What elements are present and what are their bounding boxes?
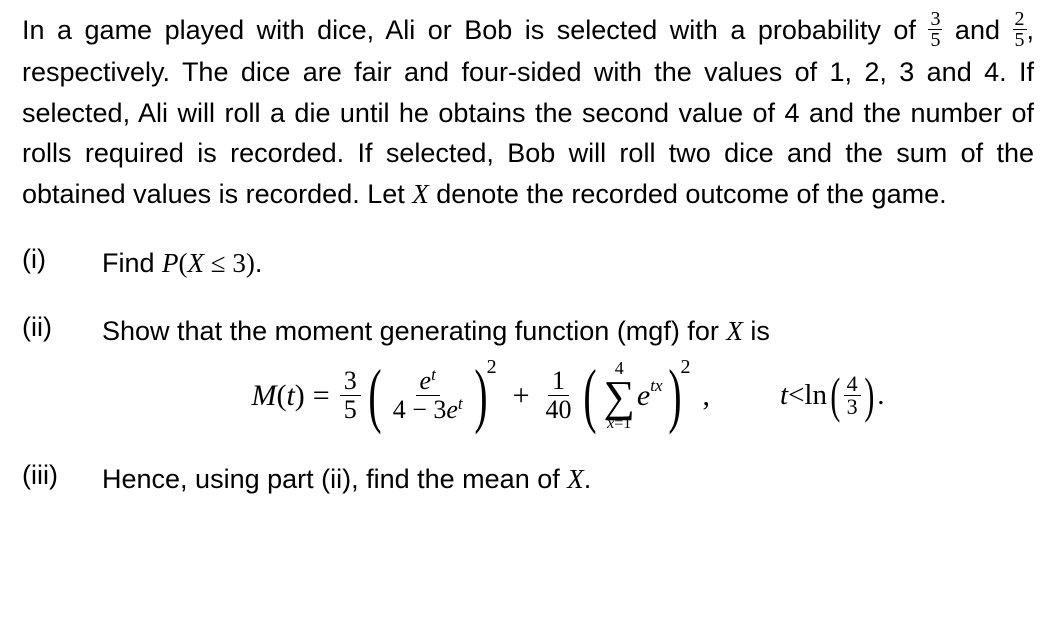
fraction-3-5: 3 5	[340, 367, 361, 424]
mgf-formula: M(t) = 3 5 (( et 4 − 3et	[251, 359, 710, 433]
part-text: Find	[102, 248, 162, 278]
problem-text: In a game played with dice, Ali or Bob i…	[22, 15, 928, 45]
part-label: (iii)	[22, 460, 102, 491]
period: .	[584, 464, 592, 494]
fraction-term1: et 4 − 3et	[389, 367, 467, 424]
part-iii: (iii) Hence, using part (ii), find the m…	[22, 460, 1034, 499]
mgf-condition: t < ln (( 4 3 )) .	[780, 373, 885, 418]
exponent-2: 2	[487, 353, 497, 382]
variable-x: X	[567, 464, 584, 494]
part-body: Hence, using part (ii), find the mean of…	[102, 460, 1034, 499]
variable-x: X	[412, 179, 429, 209]
math-expression: P(X ≤ 3)	[162, 248, 255, 278]
problem-statement: In a game played with dice, Ali or Bob i…	[22, 10, 1034, 214]
problem-text: denote the recorded outcome of the game.	[429, 179, 947, 209]
part-text: is	[743, 316, 770, 346]
fraction-2-5: 25	[1013, 9, 1027, 50]
fraction-1-40: 1 40	[542, 367, 576, 424]
part-ii: (ii) Show that the moment generating fun…	[22, 312, 1034, 433]
period: .	[255, 248, 263, 278]
comma: ,	[703, 374, 711, 418]
part-label: (i)	[22, 244, 102, 275]
part-i: (i) Find P(X ≤ 3).	[22, 244, 1034, 283]
exponent-2: 2	[681, 353, 691, 382]
formula-row: M(t) = 3 5 (( et 4 − 3et	[102, 359, 1034, 433]
part-label: (ii)	[22, 312, 102, 343]
big-paren-sum-term: (( 4 ∑ x=1 etx ))	[578, 359, 687, 433]
parts-list: (i) Find P(X ≤ 3). (ii) Show that the mo…	[22, 244, 1034, 499]
fraction-3-5: 35	[928, 9, 942, 50]
part-body: Show that the moment generating function…	[102, 312, 1034, 433]
part-body: Find P(X ≤ 3).	[102, 244, 1034, 283]
big-paren-left-term: (( et 4 − 3et ))	[363, 367, 493, 425]
problem-text: and	[942, 15, 1012, 45]
part-text: Show that the moment generating function…	[102, 316, 726, 346]
variable-x: X	[726, 316, 743, 346]
sigma-icon: 4 ∑ x=1	[604, 359, 635, 433]
part-text: Hence, using part (ii), find the mean of	[102, 464, 567, 494]
fraction-4-3: 4 3	[844, 373, 861, 418]
small-paren: (( 4 3 ))	[827, 373, 877, 418]
